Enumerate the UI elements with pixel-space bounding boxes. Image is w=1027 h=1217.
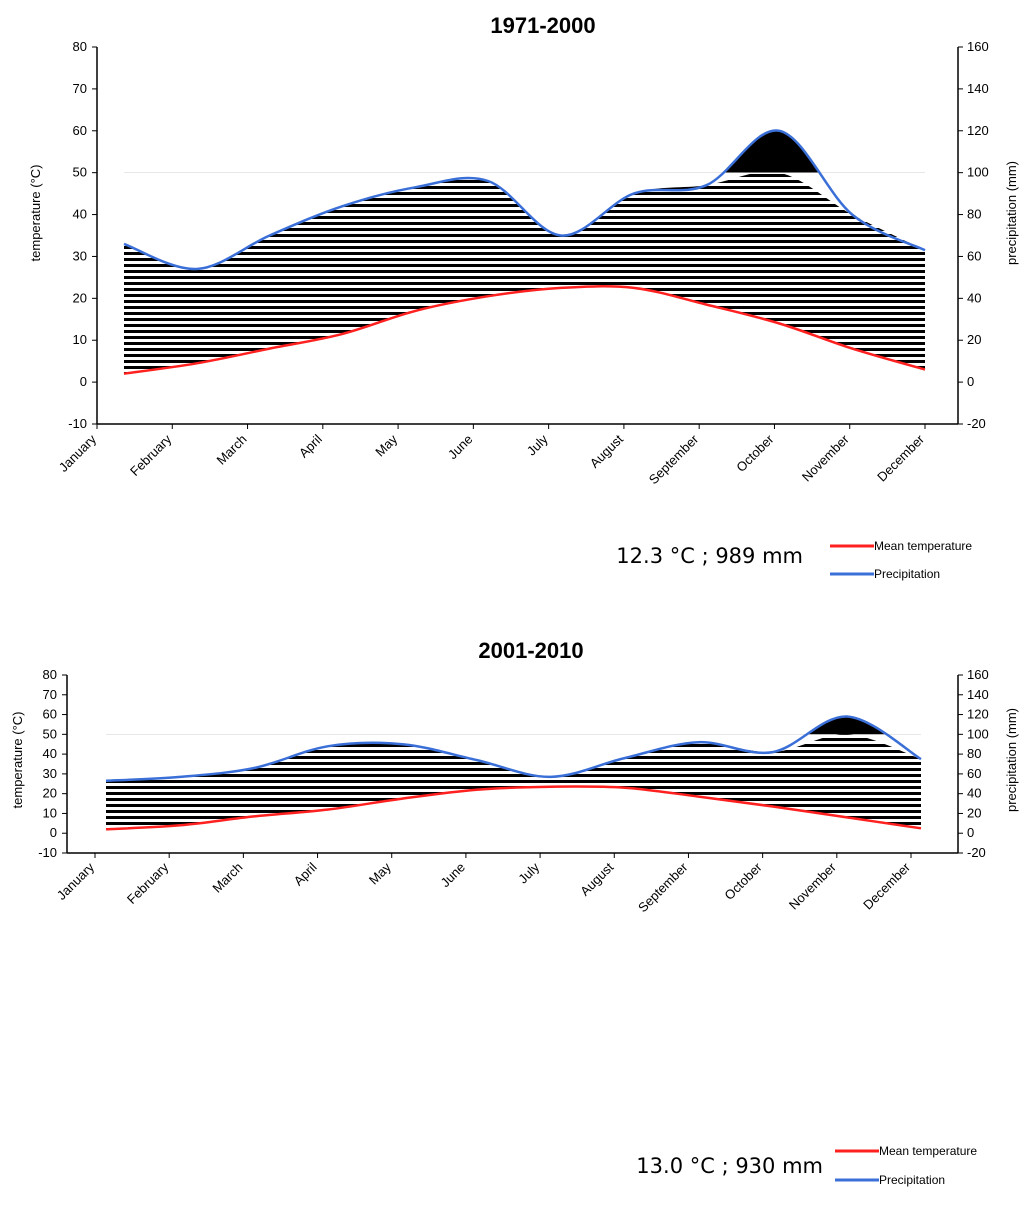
right-tick-label: 80: [967, 746, 981, 761]
month-label: March: [209, 860, 245, 896]
month-label: January: [54, 859, 98, 903]
legend-temperature-label: Mean temperature: [874, 539, 972, 553]
month-label: January: [56, 431, 100, 475]
left-tick-label: 40: [73, 207, 87, 222]
month-label: August: [587, 431, 626, 470]
month-label: November: [786, 859, 839, 912]
right-tick-label: 20: [967, 805, 981, 820]
month-label: May: [372, 431, 400, 459]
month-label: April: [291, 859, 320, 888]
right-tick-label: 20: [967, 332, 981, 347]
right-tick-label: 100: [967, 726, 989, 741]
left-tick-label: 30: [73, 248, 87, 263]
right-tick-label: 140: [967, 687, 989, 702]
climate-chart-1971-2000: 1971-2000 temperature (°C) precipitation…: [28, 13, 1019, 581]
temperature-line: [123, 285, 926, 375]
month-label: September: [635, 859, 691, 915]
right-tick-label: 0: [967, 825, 974, 840]
right-tick-label: 40: [967, 290, 981, 305]
summary-text: 13.0 °C ; 930 mm: [636, 1154, 823, 1178]
month-label: October: [733, 431, 777, 475]
precipitation-line: [105, 715, 922, 783]
left-tick-label: 0: [50, 825, 57, 840]
right-axis-title: precipitation (mm): [1004, 161, 1019, 265]
month-label: October: [721, 859, 765, 903]
right-axis-title: precipitation (mm): [1004, 708, 1019, 812]
legend-precipitation-label: Precipitation: [874, 567, 940, 581]
right-tick-label: 60: [967, 766, 981, 781]
left-tick-label: 80: [43, 667, 57, 682]
month-label: June: [445, 432, 476, 463]
left-tick-label: 60: [43, 707, 57, 722]
left-tick-label: 10: [43, 805, 57, 820]
precipitation-line: [123, 129, 926, 271]
left-tick-label: 70: [73, 81, 87, 96]
month-label: July: [524, 431, 551, 458]
right-tick-label: -20: [967, 416, 986, 431]
chart-title: 2001-2010: [478, 638, 583, 663]
left-tick-label: -10: [68, 416, 87, 431]
left-tick-label: 30: [43, 766, 57, 781]
chart-title: 1971-2000: [490, 13, 595, 38]
month-label: April: [296, 431, 325, 460]
left-tick-label: 40: [43, 746, 57, 761]
month-label: May: [366, 859, 394, 887]
left-tick-label: 50: [73, 165, 87, 180]
legend: Mean temperature Precipitation: [835, 1144, 977, 1187]
right-tick-label: 60: [967, 248, 981, 263]
right-tick-label: -20: [967, 845, 986, 860]
legend-temperature-label: Mean temperature: [879, 1144, 977, 1158]
month-label: July: [515, 859, 542, 886]
left-tick-label: 50: [43, 726, 57, 741]
left-tick-label: -10: [38, 845, 57, 860]
left-tick-label: 10: [73, 332, 87, 347]
right-tick-label: 80: [967, 207, 981, 222]
left-tick-label: 20: [43, 786, 57, 801]
left-tick-label: 60: [73, 123, 87, 138]
right-tick-label: 120: [967, 123, 989, 138]
left-tick-label: 0: [80, 374, 87, 389]
month-label: February: [127, 431, 175, 479]
legend-precipitation-label: Precipitation: [879, 1173, 945, 1187]
left-tick-label: 80: [73, 39, 87, 54]
humid-period-area: [124, 171, 925, 374]
month-label: December: [874, 431, 927, 484]
temperature-line: [105, 785, 922, 831]
legend: Mean temperature Precipitation: [830, 539, 972, 581]
left-axis-title: temperature (°C): [28, 165, 43, 262]
month-label: September: [646, 431, 702, 487]
month-label: December: [860, 859, 913, 912]
month-label: August: [577, 859, 616, 898]
month-label: February: [124, 859, 172, 907]
left-tick-label: 70: [43, 687, 57, 702]
right-tick-label: 40: [967, 786, 981, 801]
climate-chart-2001-2010: 2001-2010 temperature (°C) precipitation…: [10, 638, 1019, 1187]
right-tick-label: 120: [967, 707, 989, 722]
summary-text: 12.3 °C ; 989 mm: [616, 544, 803, 568]
right-tick-label: 160: [967, 667, 989, 682]
humid-period-area: [106, 734, 921, 830]
right-tick-label: 0: [967, 374, 974, 389]
left-tick-label: 20: [73, 290, 87, 305]
month-label: March: [214, 432, 250, 468]
month-label: June: [437, 860, 468, 891]
right-tick-label: 160: [967, 39, 989, 54]
right-tick-label: 100: [967, 165, 989, 180]
left-axis-title: temperature (°C): [10, 712, 25, 809]
month-label: November: [799, 431, 852, 484]
right-tick-label: 140: [967, 81, 989, 96]
